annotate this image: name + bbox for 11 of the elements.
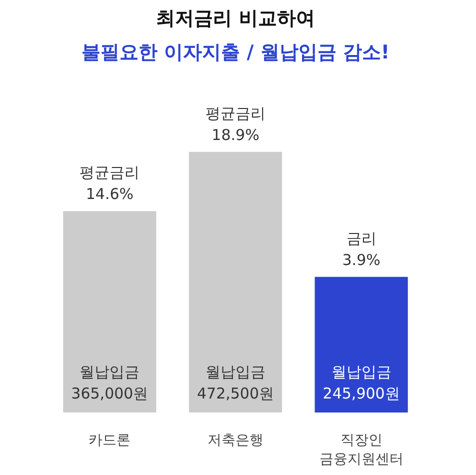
x-tick-label: 저축은행 — [208, 432, 264, 448]
text: 평균금리 18.9% — [206, 104, 266, 144]
annotation: 평균금리 14.6% — [80, 164, 140, 204]
x-tick-label: 카드론 — [88, 432, 131, 448]
chart-title: 최저금리 비교하여 — [156, 8, 315, 30]
data-label: 월납입금 472,500원 — [196, 362, 274, 402]
annotation: 금리 3.9% — [342, 229, 380, 269]
data-label: 월납입금 245,900원 — [322, 362, 400, 402]
x-tick-label: 직장인 금융지원센터 — [319, 432, 404, 468]
data-label: 월납입금 365,000원 — [71, 362, 148, 402]
chart-subtitle: 불필요한 이자지출 / 월납입금 감소! — [81, 42, 390, 64]
